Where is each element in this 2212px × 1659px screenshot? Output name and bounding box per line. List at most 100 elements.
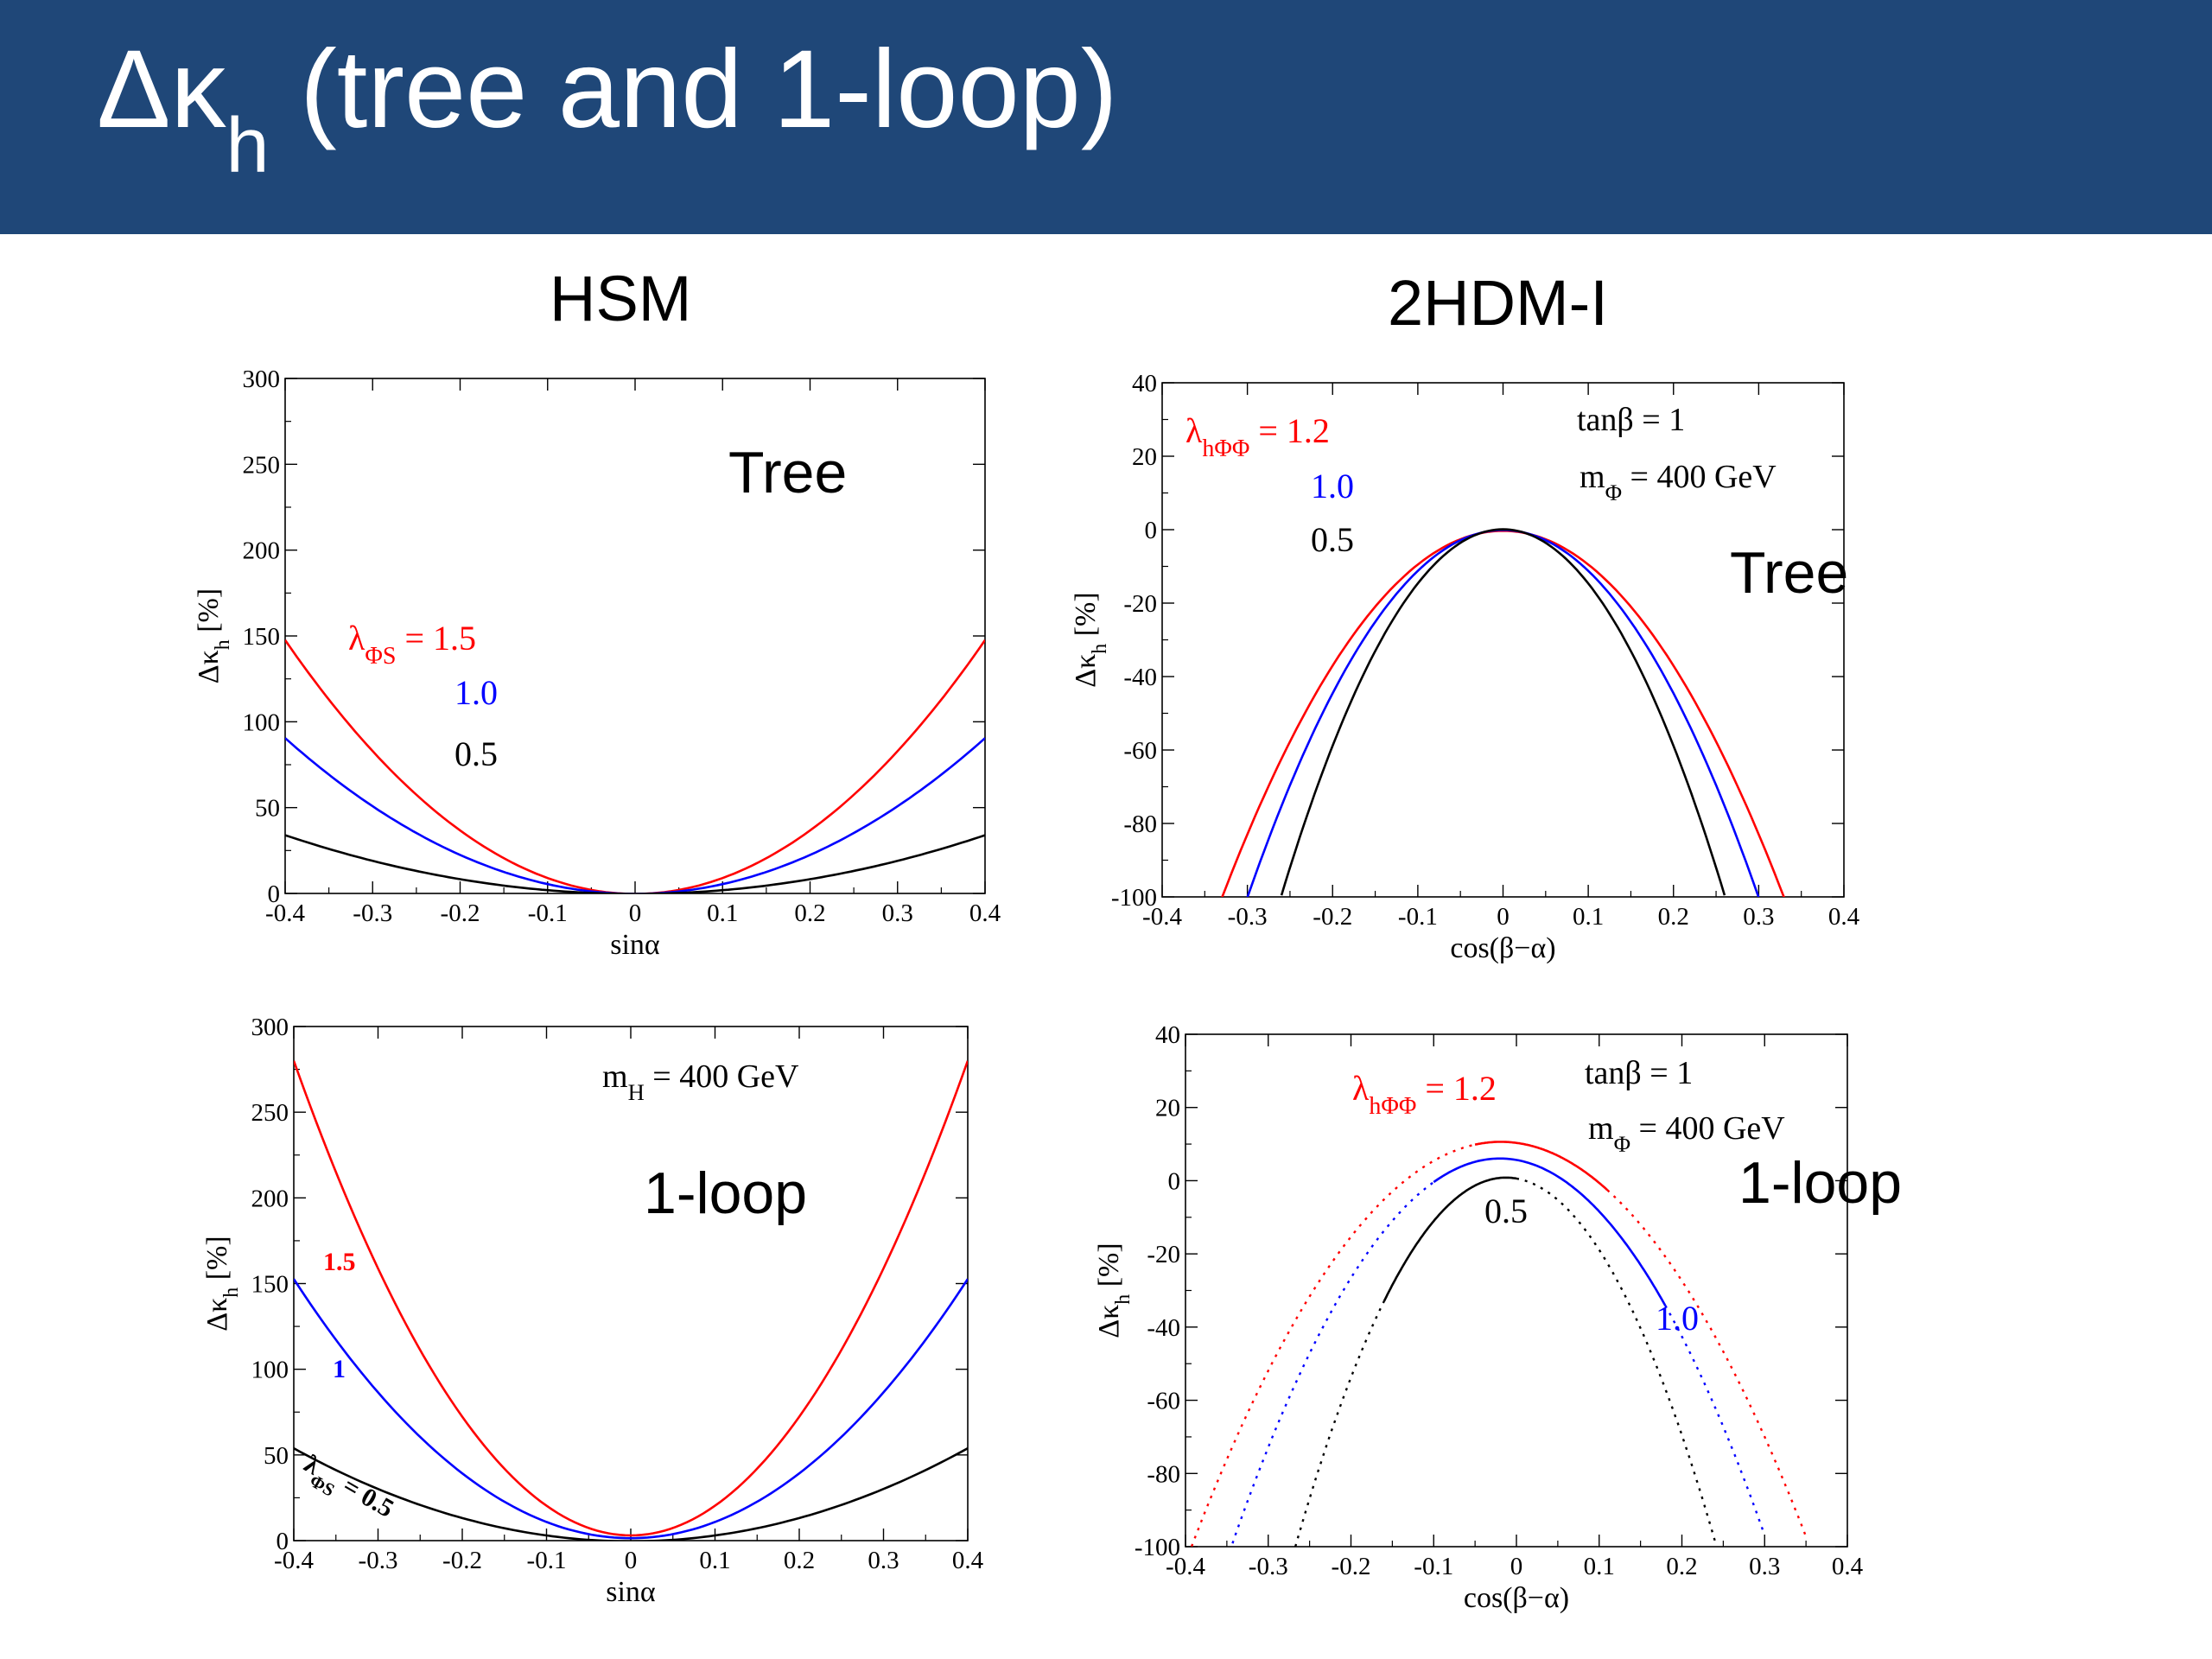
y-tick-label: 200 <box>243 537 281 565</box>
title-rest: (tree and 1-loop) <box>269 28 1118 151</box>
series-label: 1.0 <box>1311 467 1354 505</box>
x-tick-label-part: 0.4 <box>1832 1553 1864 1580</box>
x-tick-label-part: 0.2 <box>1658 903 1689 931</box>
chart-thdm-loop: -0.4 -0.3 -0.2 -0.1 0 0.1 0.2 0.3 0.4 -100 -80 -60 -… <box>1093 1021 1902 1614</box>
y-tick-label: 300 <box>243 365 281 393</box>
y-tick-label-part: 100 <box>251 1357 289 1384</box>
x-tick-label: -0.2 <box>1332 1553 1371 1580</box>
x-tick-label-part: 0 <box>625 1547 638 1574</box>
series-label: 1.0 <box>1656 1299 1699 1338</box>
y-axis-label-part: [%] <box>1070 592 1102 643</box>
y-tick-label-part: 150 <box>251 1271 289 1299</box>
x-tick-label-part: -0.2 <box>1332 1553 1371 1580</box>
series-label: 0.5 <box>454 734 498 773</box>
y-axis-label: Δκh [%] <box>1093 1243 1135 1338</box>
y-tick-label-part: -80 <box>1147 1460 1180 1488</box>
annotation-part: m <box>1580 459 1605 495</box>
y-tick-label-part: 250 <box>243 451 281 479</box>
y-tick-label: 300 <box>251 1014 289 1041</box>
plot-frame <box>284 378 986 894</box>
chart-tag: Tree <box>728 440 847 505</box>
series-line <box>1280 528 1726 896</box>
series-label-part: 0.5 <box>1484 1192 1528 1230</box>
y-tick-label: -80 <box>1123 810 1157 838</box>
series-line <box>1433 1157 1667 1306</box>
annotation-part: Φ <box>1614 1131 1630 1157</box>
x-tick-label: -0.4 <box>274 1547 314 1574</box>
x-tick-label: -0.1 <box>1414 1553 1453 1580</box>
annotation-part: H <box>628 1079 645 1105</box>
y-tick-label: 150 <box>251 1271 289 1299</box>
x-tick-label-part: 0.1 <box>699 1547 730 1574</box>
series-label-part: hΦΦ <box>1369 1093 1416 1120</box>
series-label-part: 0.5 <box>454 734 498 773</box>
annotation: mΦ = 400 GeV <box>1588 1110 1785 1157</box>
y-tick-label: -40 <box>1123 664 1157 691</box>
x-tick-label: -0.1 <box>1398 903 1438 931</box>
x-tick-label: 0.1 <box>1584 1553 1615 1580</box>
x-tick-label-part: -0.1 <box>1414 1553 1453 1580</box>
series-line <box>294 1446 968 1541</box>
x-tick-label: 0.3 <box>1749 1553 1780 1580</box>
series-label-part: = 1.5 <box>396 619 476 658</box>
y-tick-label-part: 150 <box>243 623 281 651</box>
y-tick-label-part: 20 <box>1132 443 1157 471</box>
x-tick-label-part: 0 <box>1497 903 1510 931</box>
series-label-part: = 1.2 <box>1249 411 1330 450</box>
y-tick-label: 20 <box>1132 443 1157 471</box>
annotation-part: = 400 GeV <box>645 1058 799 1095</box>
annotation-part: tanβ = 1 <box>1585 1055 1693 1091</box>
y-tick-label-part: 0 <box>268 880 281 908</box>
y-axis-label: Δκh [%] <box>201 1236 243 1331</box>
series-line-dotted <box>1664 1305 1766 1536</box>
y-tick-label: -20 <box>1123 590 1157 618</box>
y-tick-label: 150 <box>243 623 281 651</box>
series-line <box>1221 529 1785 897</box>
y-tick-label: 0 <box>268 880 281 908</box>
annotation: tanβ = 1 <box>1585 1055 1693 1091</box>
y-tick-label: 250 <box>251 1099 289 1127</box>
annotation-part: Φ <box>1605 480 1622 505</box>
slide-title: Δκh (tree and 1-loop) <box>97 35 1117 186</box>
x-tick-label: 0.2 <box>784 1547 815 1574</box>
series-label-part: 1.0 <box>1311 467 1354 505</box>
y-tick-label-part: 200 <box>243 537 281 565</box>
x-tick-label-part: -0.2 <box>1313 903 1352 931</box>
y-tick-label: -80 <box>1147 1460 1180 1488</box>
x-tick-label: 0.3 <box>868 1547 899 1574</box>
x-tick-label-part: 0.4 <box>969 899 1001 927</box>
series-label-part: 0.5 <box>1311 520 1354 559</box>
chart-tag-part: Tree <box>1730 540 1848 606</box>
x-tick-label: -0.2 <box>441 899 480 927</box>
y-tick-label-part: -100 <box>1135 1534 1180 1561</box>
title-main: Δκ <box>97 28 226 151</box>
chart-tag: 1-loop <box>1738 1150 1902 1216</box>
series-line <box>285 639 985 893</box>
series-line <box>1246 529 1760 897</box>
y-tick-label: 250 <box>243 451 281 479</box>
y-tick-label-part: 200 <box>251 1185 289 1212</box>
annotation-part: m <box>602 1058 628 1095</box>
x-tick-label: 0.2 <box>1658 903 1689 931</box>
y-tick-label-part: 50 <box>264 1442 289 1470</box>
x-tick-label: 0.3 <box>1743 903 1774 931</box>
series-line-dotted <box>1294 1300 1385 1547</box>
series-line-dotted <box>1190 1143 1476 1547</box>
y-axis-label-part: Δκ <box>1070 654 1102 688</box>
y-axis-label-part: h <box>1112 1294 1135 1305</box>
x-tick-label-part: 0.3 <box>882 899 913 927</box>
title-banner <box>0 0 2212 234</box>
x-tick-label-part: -0.3 <box>359 1547 398 1574</box>
x-tick-label: -0.4 <box>1142 903 1182 931</box>
x-tick-label-part: 0.4 <box>952 1547 984 1574</box>
annotation: mΦ = 400 GeV <box>1580 459 1777 505</box>
y-tick-label-part: 0 <box>1145 517 1158 544</box>
x-tick-label-part: -0.3 <box>353 899 392 927</box>
x-tick-label: -0.1 <box>528 899 568 927</box>
chart-tag: 1-loop <box>644 1160 807 1226</box>
x-tick-label: 0.1 <box>1573 903 1604 931</box>
series-line <box>294 1278 968 1540</box>
series-label: 1.0 <box>454 673 498 712</box>
annotation-part: tanβ = 1 <box>1577 402 1685 438</box>
y-tick-label: 20 <box>1155 1095 1180 1122</box>
